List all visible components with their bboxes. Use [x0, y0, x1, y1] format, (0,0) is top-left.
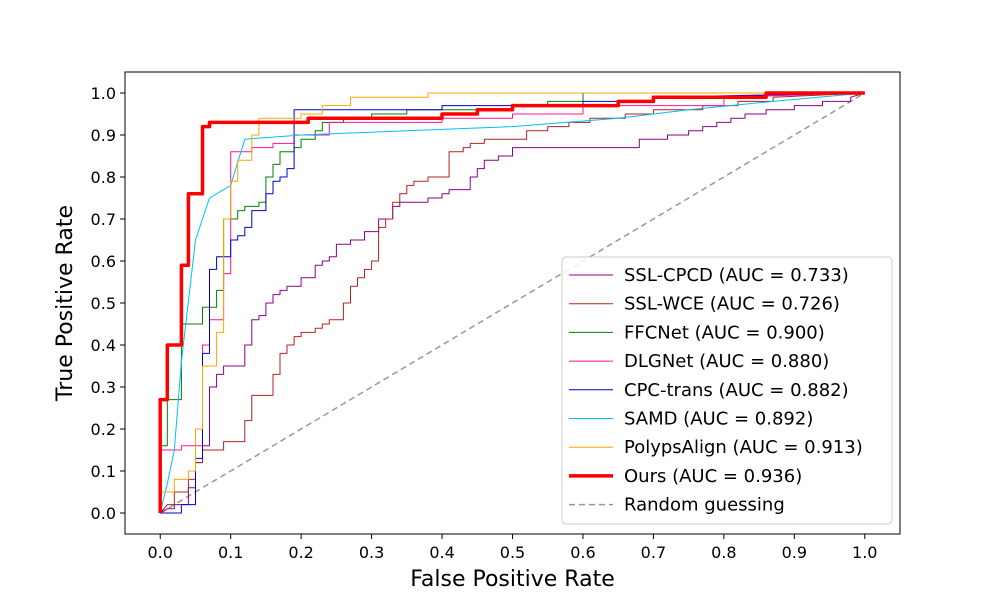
- x-tick-label: 0.2: [288, 543, 313, 562]
- y-tick-label: 0.7: [91, 210, 116, 229]
- y-tick-label: 1.0: [91, 84, 116, 103]
- legend-label-0: SSL-CPCD (AUC = 0.733): [624, 265, 849, 286]
- curve-0: [159, 92, 865, 514]
- y-tick-label: 0.6: [91, 252, 116, 271]
- legend-label-6: PolypsAlign (AUC = 0.913): [624, 437, 863, 458]
- curve-7: [158, 91, 865, 513]
- curve-6: [159, 92, 865, 513]
- x-tick-label: 0.0: [148, 543, 173, 562]
- y-axis-ticks: 0.0 0.1 0.2 0.3 0.4 0.5 0.6 0.7 0.8 0.9 1.0: [91, 84, 125, 523]
- legend-label-4: CPC-trans (AUC = 0.882): [624, 380, 849, 401]
- y-tick-label: 0.1: [91, 462, 116, 481]
- x-tick-label: 0.7: [641, 543, 666, 562]
- x-tick-label: 0.6: [570, 543, 595, 562]
- y-tick-label: 0.5: [91, 294, 116, 313]
- x-tick-label: 0.4: [429, 543, 454, 562]
- y-tick-label: 0.0: [91, 504, 116, 523]
- legend-label-5: SAMD (AUC = 0.892): [624, 409, 813, 430]
- x-axis-label: False Positive Rate: [410, 567, 614, 592]
- legend-label-3: DLGNet (AUC = 0.880): [624, 351, 829, 372]
- legend-label-7: Ours (AUC = 0.936): [624, 466, 802, 487]
- legend-label-1: SSL-WCE (AUC = 0.726): [624, 294, 840, 315]
- x-tick-label: 0.1: [218, 543, 243, 562]
- x-tick-label: 0.9: [782, 543, 807, 562]
- curve-5: [159, 92, 865, 514]
- x-tick-label: 1.0: [852, 543, 877, 562]
- y-axis-label: True Positive Rate: [53, 205, 78, 402]
- legend-label-8: Random guessing: [624, 495, 785, 516]
- curve-8: [159, 92, 866, 514]
- curve-1: [159, 92, 865, 514]
- y-tick-label: 0.4: [91, 336, 116, 355]
- x-tick-label: 0.5: [500, 543, 525, 562]
- legend-box: [561, 256, 893, 525]
- y-tick-label: 0.8: [91, 168, 116, 187]
- legend-label-2: FFCNet (AUC = 0.900): [624, 322, 825, 343]
- x-tick-label: 0.3: [359, 543, 384, 562]
- x-axis-ticks: 0.0 0.1 0.2 0.3 0.4 0.5 0.6 0.7 0.8 0.9 1.0: [148, 534, 877, 562]
- y-tick-label: 0.3: [91, 378, 116, 397]
- legend: SSL-CPCD (AUC = 0.733) SSL-WCE (AUC = 0.7…: [561, 256, 893, 525]
- roc-curves: [158, 91, 866, 514]
- y-tick-label: 0.2: [91, 420, 116, 439]
- y-tick-label: 0.9: [91, 126, 116, 145]
- x-tick-label: 0.8: [711, 543, 736, 562]
- curve-2: [159, 92, 865, 513]
